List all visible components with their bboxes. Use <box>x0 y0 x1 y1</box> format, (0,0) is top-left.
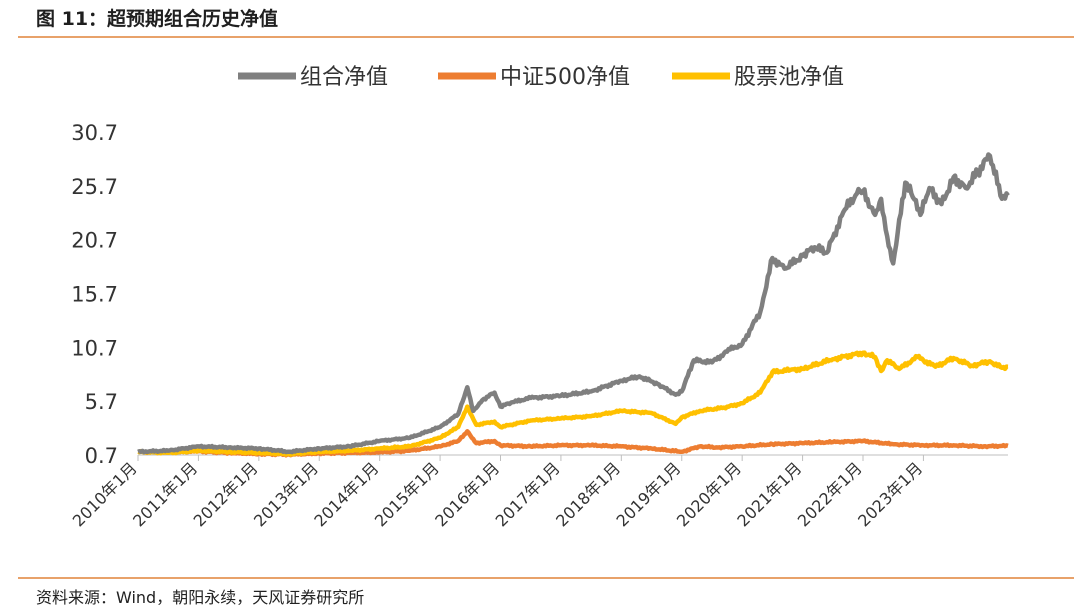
x-tick-label: 2013年1月 <box>250 458 322 530</box>
x-tick-label: 2021年1月 <box>733 458 805 530</box>
x-tick-label: 2020年1月 <box>673 458 745 530</box>
x-tick-label: 2023年1月 <box>854 458 926 530</box>
x-tick-label: 2016年1月 <box>431 458 503 530</box>
x-tick-label: 2015年1月 <box>371 458 443 530</box>
y-axis: 0.7 5.7 10.7 15.7 20.7 25.7 30.7 <box>71 121 118 468</box>
figure-title: 图 11：超预期组合历史净值 <box>36 8 279 30</box>
plot-lines <box>137 152 1010 458</box>
x-tick-label: 2014年1月 <box>310 458 382 530</box>
series-line-0 <box>137 152 1010 455</box>
x-axis: 2010年1月2011年1月2012年1月2013年1月2014年1月2015年… <box>69 454 1008 530</box>
y-tick-label: 5.7 <box>85 390 118 414</box>
legend: 组合净值 中证500净值 股票池净值 <box>238 65 844 90</box>
bottom-rule <box>18 577 1074 579</box>
y-tick-label: 15.7 <box>71 283 118 307</box>
series-line-2 <box>137 350 1009 457</box>
x-tick-label: 2019年1月 <box>613 458 685 530</box>
legend-label: 股票池净值 <box>734 65 844 90</box>
legend-label: 组合净值 <box>300 65 388 90</box>
x-tick-label: 2022年1月 <box>794 458 866 530</box>
x-tick-label: 2011年1月 <box>129 458 201 530</box>
y-tick-label: 10.7 <box>71 336 118 360</box>
x-tick-label: 2010年1月 <box>69 458 141 530</box>
source-note: 资料来源：Wind，朝阳永续，天风证券研究所 <box>36 588 365 607</box>
x-tick-label: 2018年1月 <box>552 458 624 530</box>
y-tick-label: 30.7 <box>71 121 118 145</box>
y-tick-label: 25.7 <box>71 175 118 199</box>
legend-label: 中证500净值 <box>500 65 630 90</box>
y-tick-label: 0.7 <box>85 444 118 468</box>
x-tick-label: 2012年1月 <box>190 458 262 530</box>
x-tick-label: 2017年1月 <box>492 458 564 530</box>
top-rule <box>18 36 1074 38</box>
y-tick-label: 20.7 <box>71 229 118 253</box>
